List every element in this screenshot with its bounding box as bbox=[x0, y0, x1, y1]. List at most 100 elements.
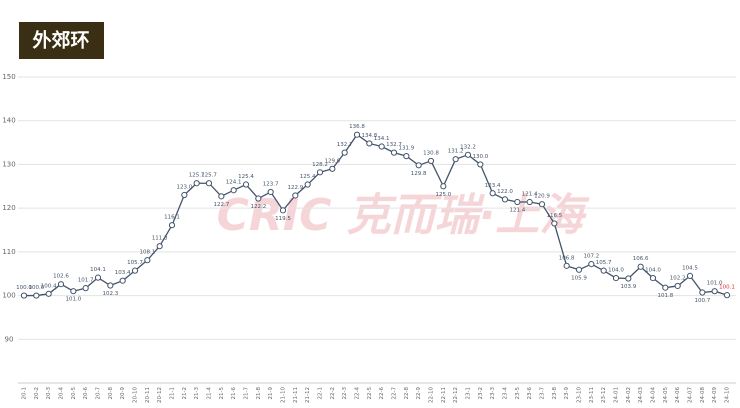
point bbox=[427, 157, 435, 165]
point bbox=[489, 190, 496, 197]
data-label: 100.0 bbox=[16, 285, 32, 291]
x-tick-label: 20-4 bbox=[59, 387, 65, 400]
x-tick-label: 20-6 bbox=[83, 387, 89, 400]
x-tick-label: 23-3 bbox=[490, 387, 496, 400]
y-tick-label: 100 bbox=[2, 292, 15, 300]
point bbox=[267, 188, 274, 196]
data-label: 102.6 bbox=[53, 274, 69, 280]
x-tick-label: 22-6 bbox=[379, 387, 385, 400]
data-label: 125.7 bbox=[189, 173, 205, 179]
x-tick-label: 20-7 bbox=[96, 387, 102, 400]
x-tick-label: 21-4 bbox=[207, 387, 213, 400]
x-tick-label: 22-12 bbox=[453, 387, 459, 403]
y-tick-label: 120 bbox=[2, 204, 15, 212]
x-tick-label: 24-05 bbox=[663, 387, 669, 403]
data-label: 104.0 bbox=[645, 268, 661, 274]
point bbox=[514, 198, 521, 206]
data-label: 111.3 bbox=[152, 236, 168, 242]
y-tick-label: 130 bbox=[2, 160, 15, 168]
point bbox=[711, 288, 718, 295]
x-tick-label: 20-3 bbox=[46, 387, 52, 400]
point bbox=[501, 196, 509, 203]
x-tick-label: 24-01 bbox=[614, 387, 620, 403]
data-label: 107.2 bbox=[583, 254, 599, 260]
point bbox=[70, 288, 77, 295]
data-label: 134.1 bbox=[374, 136, 390, 142]
x-tick-label: 23-8 bbox=[552, 387, 558, 400]
point bbox=[662, 284, 669, 291]
point bbox=[625, 275, 632, 282]
point bbox=[353, 131, 361, 138]
x-tick-label: 23-2 bbox=[478, 387, 484, 399]
point bbox=[144, 257, 151, 264]
x-tick-label: 21-9 bbox=[268, 387, 274, 400]
x-tick-label: 21-7 bbox=[244, 387, 250, 400]
x-tick-label: 23-7 bbox=[540, 387, 546, 400]
x-tick-label: 20-9 bbox=[120, 387, 126, 400]
x-tick-label: 24-08 bbox=[700, 387, 706, 403]
x-tick-label: 23-1 bbox=[466, 387, 472, 399]
data-label: 105.9 bbox=[571, 275, 587, 281]
data-label: 108.1 bbox=[139, 250, 155, 256]
data-label: 122.7 bbox=[213, 202, 229, 208]
data-label: 124.1 bbox=[226, 180, 242, 186]
point bbox=[329, 165, 336, 172]
x-tick-label: 21-6 bbox=[231, 387, 237, 400]
data-label: 105.7 bbox=[127, 260, 143, 266]
point bbox=[588, 260, 595, 268]
point bbox=[181, 191, 188, 199]
data-label: 129.8 bbox=[411, 171, 427, 177]
x-tick-label: 23-12 bbox=[601, 387, 607, 403]
data-label: 131.9 bbox=[398, 146, 414, 152]
data-label: 106.6 bbox=[633, 256, 649, 262]
x-tick-label: 21-1 bbox=[170, 387, 176, 399]
data-label: 102.3 bbox=[102, 291, 118, 297]
data-label: 125.0 bbox=[435, 192, 451, 198]
point bbox=[341, 149, 348, 156]
point bbox=[131, 267, 139, 274]
x-tick-label: 20-11 bbox=[145, 387, 151, 403]
x-tick-label: 22-3 bbox=[342, 387, 348, 400]
x-tick-label: 20-10 bbox=[133, 387, 139, 403]
x-tick-label: 21-12 bbox=[305, 387, 311, 403]
point bbox=[649, 274, 657, 282]
x-tick-label: 24-07 bbox=[688, 387, 694, 403]
data-label: 132.2 bbox=[460, 144, 476, 150]
x-tick-label: 22-5 bbox=[367, 387, 373, 400]
point bbox=[168, 222, 176, 229]
x-tick-label: 24-09 bbox=[712, 387, 718, 403]
point bbox=[304, 181, 311, 188]
point bbox=[107, 282, 114, 289]
data-label: 101.7 bbox=[78, 278, 94, 284]
watermark: CRIC 克而瑞·上海 bbox=[217, 190, 591, 241]
data-label: 101.8 bbox=[657, 293, 673, 299]
data-label: 100.1 bbox=[719, 285, 735, 291]
point bbox=[193, 180, 200, 187]
x-tick-label: 20-1 bbox=[22, 387, 28, 399]
data-label: 105.7 bbox=[596, 260, 612, 266]
x-tick-label: 23-6 bbox=[527, 387, 533, 400]
point bbox=[477, 161, 484, 168]
data-label: 131.2 bbox=[448, 149, 464, 155]
data-label: 122.0 bbox=[497, 189, 513, 195]
data-label: 101.0 bbox=[707, 281, 723, 287]
point bbox=[600, 267, 607, 274]
data-label: 101.0 bbox=[65, 297, 81, 303]
x-tick-label: 24-06 bbox=[675, 387, 681, 403]
x-tick-label: 20-5 bbox=[71, 387, 77, 400]
x-tick-label: 21-8 bbox=[256, 387, 262, 400]
data-label: 122.2 bbox=[250, 204, 266, 210]
point bbox=[674, 282, 681, 290]
point bbox=[82, 285, 89, 292]
data-label: 125.4 bbox=[238, 174, 254, 180]
point bbox=[205, 180, 213, 187]
y-tick-label: 140 bbox=[2, 117, 15, 125]
data-label: 103.4 bbox=[115, 270, 131, 276]
data-label: 123.4 bbox=[485, 183, 501, 189]
y-tick-label: 150 bbox=[2, 73, 15, 81]
point bbox=[526, 198, 533, 206]
x-tick-label: 21-5 bbox=[219, 387, 225, 400]
point bbox=[563, 262, 570, 269]
x-tick-label: 24-02 bbox=[626, 387, 632, 403]
